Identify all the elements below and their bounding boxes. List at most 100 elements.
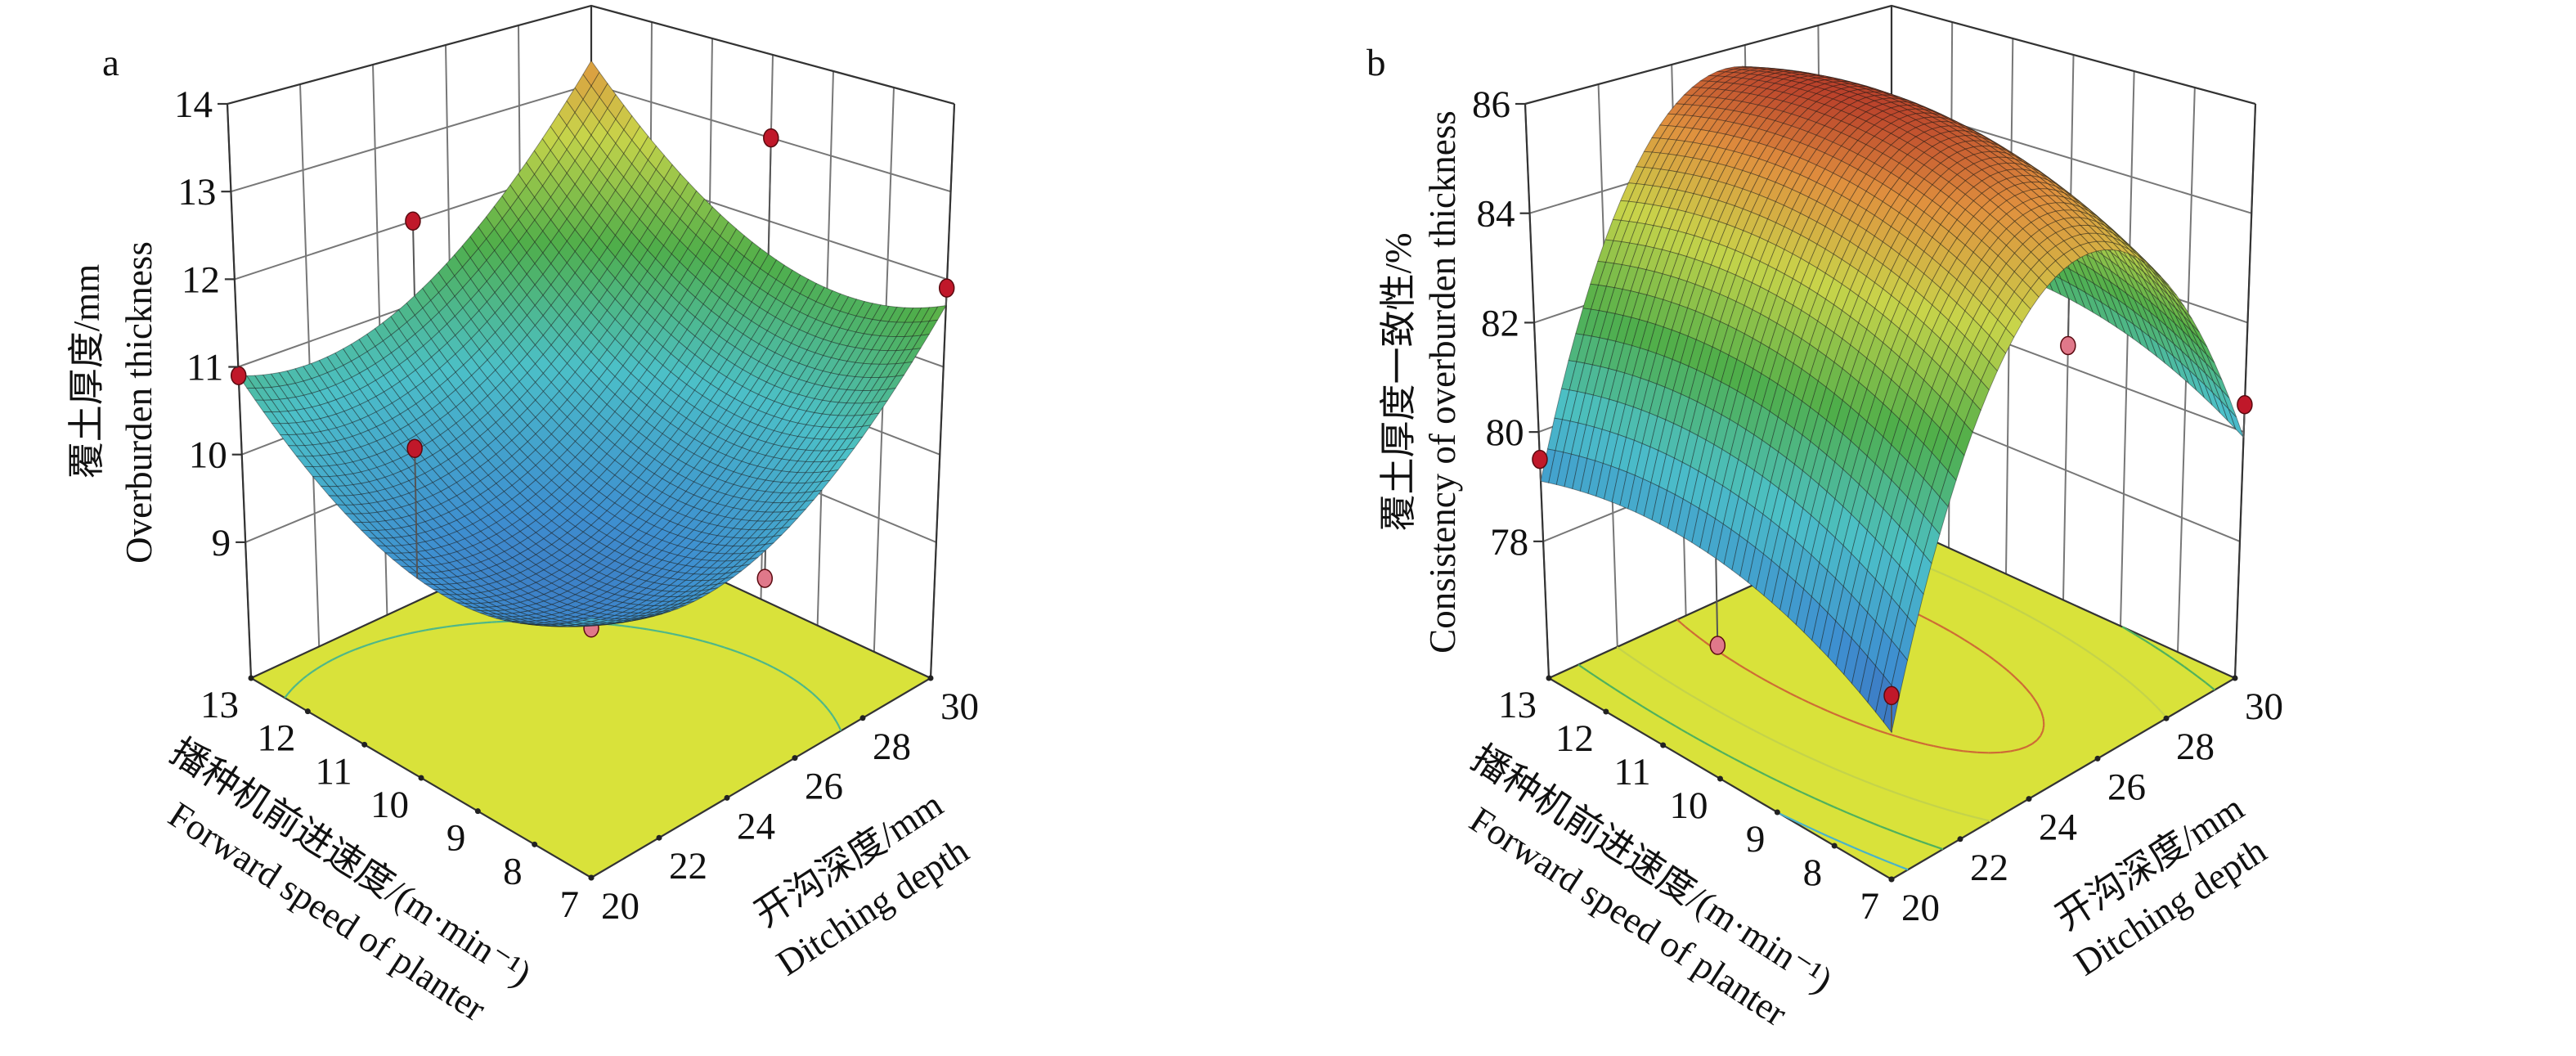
surface-cell	[463, 598, 482, 604]
contour-segment	[2183, 666, 2189, 671]
contour-segment	[1860, 778, 1869, 784]
surface-cell	[392, 536, 411, 546]
contour-segment	[812, 693, 817, 698]
contour-segment	[1586, 669, 1590, 673]
surface-cell	[855, 300, 873, 319]
contour-segment	[1878, 825, 1881, 828]
surface-cell	[415, 577, 435, 586]
contour-segment	[772, 666, 779, 672]
surface-cell	[424, 482, 442, 497]
contour-segment	[1815, 829, 1822, 834]
y-tick-label: 13	[200, 684, 239, 726]
surface-cell	[334, 380, 352, 398]
surface-cell	[920, 319, 939, 336]
contour-segment	[1577, 663, 1584, 669]
x-tick	[859, 715, 866, 721]
surface-cell	[764, 502, 783, 513]
surface-cell	[837, 426, 855, 440]
contour-segment	[1789, 817, 1797, 823]
surface-cell	[559, 564, 577, 576]
surface-cell	[400, 565, 419, 573]
surface-cell	[669, 500, 687, 514]
surface-cell	[559, 622, 576, 626]
contour-segment	[312, 667, 318, 673]
contour-segment	[303, 675, 307, 680]
contour-segment	[1807, 794, 1815, 799]
surface-cell	[752, 247, 770, 270]
surface-cell	[519, 622, 536, 626]
contour-segment	[1673, 684, 1681, 690]
surface-cell	[431, 418, 449, 436]
contour-segment	[2145, 695, 2149, 699]
contour-segment	[837, 726, 842, 731]
contour-segment	[640, 627, 647, 631]
surface-cell	[815, 321, 832, 340]
y-tick-label: 9	[1746, 818, 1766, 861]
surface-cell	[479, 474, 497, 490]
x-tick-label: 22	[1970, 847, 2008, 889]
y-tick	[1717, 775, 1723, 782]
surface-cell	[807, 282, 825, 303]
surface-cell	[797, 461, 815, 474]
contour-segment	[1808, 756, 1816, 762]
contour-segment	[1893, 830, 1901, 835]
surface-cell	[543, 507, 560, 522]
y-tick	[248, 675, 254, 681]
z-axis-title-en: Consistency of overburden thickness	[1422, 110, 1463, 654]
contour-segment	[1647, 667, 1654, 672]
surface-cell	[566, 600, 585, 608]
surface-cell	[352, 459, 370, 473]
surface-cell	[662, 469, 679, 484]
surface-cell	[368, 479, 386, 492]
surface-cell	[862, 363, 881, 379]
surface-cell	[424, 468, 442, 483]
surface-cell	[662, 600, 679, 606]
surface-cell	[638, 604, 655, 610]
y-tick	[474, 808, 481, 815]
surface-cell	[820, 450, 839, 463]
y-tick-label: 7	[1860, 885, 1880, 928]
surface-cell	[645, 458, 663, 474]
contour-segment	[811, 692, 814, 694]
contour-segment	[1840, 771, 1848, 775]
surface-cell	[708, 567, 727, 575]
surface-cell	[479, 412, 496, 430]
contour-segment	[730, 649, 738, 653]
contour-segment	[1834, 767, 1842, 773]
contour-segment	[407, 632, 411, 635]
box-edge	[1524, 4, 2256, 106]
surface-cell	[527, 613, 545, 618]
contour-segment	[451, 624, 460, 627]
contour-segment	[1944, 807, 1953, 812]
surface-cell	[344, 504, 362, 515]
surface-cell	[645, 537, 663, 549]
surface-cell	[440, 553, 458, 564]
box-edge	[226, 103, 253, 679]
contour-segment	[290, 687, 294, 690]
surface-cell	[846, 331, 865, 348]
x-tick	[1957, 836, 1963, 843]
surface-cell	[479, 567, 498, 577]
contour-segment	[331, 656, 339, 661]
contour-segment	[321, 662, 328, 667]
contour-segment	[737, 650, 744, 655]
contour-segment	[1880, 858, 1888, 863]
contour-segment	[1724, 713, 1731, 719]
surface-cell	[415, 414, 433, 431]
contour-segment	[410, 631, 419, 635]
contour-segment	[1887, 861, 1895, 865]
contour-segment	[1776, 780, 1783, 784]
surface-cell	[270, 385, 289, 400]
surface-cell	[367, 380, 385, 398]
surface-cell	[815, 286, 833, 306]
surface-cell	[630, 447, 648, 464]
surface-cell	[368, 440, 386, 456]
contour-segment	[1840, 841, 1848, 846]
surface-cell	[895, 335, 913, 352]
surface-cell	[448, 519, 466, 532]
contour-segment	[1716, 748, 1723, 753]
y-tick	[1831, 843, 1838, 849]
contour-segment	[1860, 849, 1868, 855]
contour-segment	[1675, 726, 1682, 731]
contour-segment	[1795, 789, 1802, 793]
